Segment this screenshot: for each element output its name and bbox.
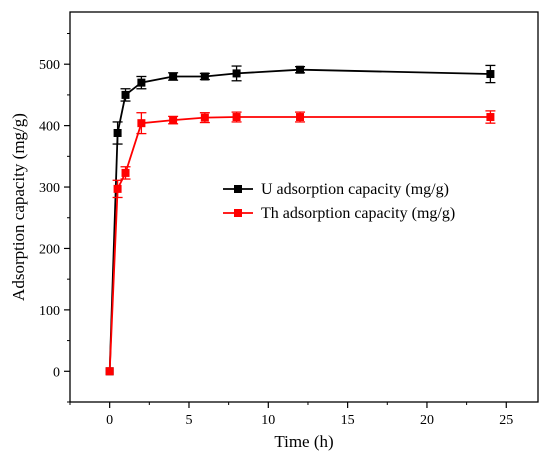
data-point (169, 72, 178, 81)
data-point (105, 367, 114, 376)
y-tick-label: 400 (39, 120, 60, 135)
data-point (296, 113, 305, 122)
data-point (296, 65, 305, 74)
x-tick-label: 5 (185, 413, 192, 428)
series-layer (105, 64, 496, 376)
y-tick-label: 100 (39, 304, 60, 319)
legend-marker (234, 209, 242, 217)
series-th (105, 110, 496, 376)
data-point (137, 78, 146, 87)
legend-label: U adsorption capacity (mg/g) (261, 181, 449, 198)
data-point (486, 70, 495, 79)
legend: U adsorption capacity (mg/g) Th adsorptio… (223, 181, 455, 222)
plot-frame (69, 11, 539, 403)
x-tick-label: 15 (341, 413, 355, 428)
legend-item: U adsorption capacity (mg/g) (223, 181, 449, 198)
legend-item: Th adsorption capacity (mg/g) (223, 205, 455, 222)
x-tick-label: 20 (420, 413, 434, 428)
series-u (105, 64, 496, 376)
data-point (232, 69, 241, 78)
y-tick-label: 500 (39, 58, 60, 73)
y-tick-label: 0 (53, 365, 60, 380)
tick-labels: 0 5 10 15 20 25 0 100 200 300 400 500 (39, 58, 513, 428)
x-tick-label: 25 (499, 413, 513, 428)
legend-label: Th adsorption capacity (mg/g) (261, 205, 455, 222)
x-tick-label: 10 (261, 413, 275, 428)
x-tick-label: 0 (106, 413, 113, 428)
data-point (200, 72, 209, 81)
data-point (113, 128, 122, 137)
data-point (137, 119, 146, 128)
data-point (486, 113, 495, 122)
axis-ticks (64, 32, 507, 408)
data-point (121, 168, 130, 177)
y-axis-title: Adsorption capacity (mg/g) (9, 113, 28, 301)
series-line (108, 116, 491, 372)
legend-marker (234, 185, 242, 193)
x-axis-title: Time (h) (274, 432, 333, 451)
data-point (121, 90, 130, 99)
data-point (200, 113, 209, 122)
data-point (113, 184, 122, 193)
y-tick-label: 300 (39, 181, 60, 196)
y-tick-label: 200 (39, 242, 60, 257)
data-point (232, 113, 241, 122)
data-point (169, 116, 178, 125)
